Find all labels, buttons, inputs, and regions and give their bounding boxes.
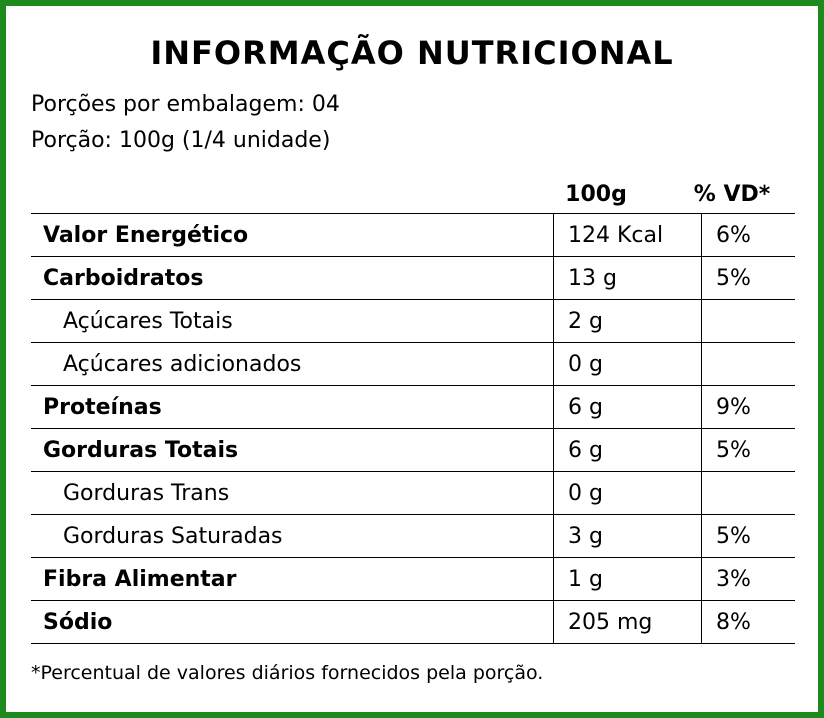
serving-size: Porção: 100g (1/4 unidade) bbox=[31, 128, 330, 153]
table-row: Açúcares adicionados 0 g bbox=[31, 343, 795, 386]
nutrient-amount: 124 Kcal bbox=[554, 214, 702, 257]
nutrient-amount: 1 g bbox=[554, 558, 702, 601]
nutrient-vd bbox=[702, 472, 796, 515]
nutrient-name: Fibra Alimentar bbox=[31, 558, 554, 601]
table-row: Fibra Alimentar 1 g 3% bbox=[31, 558, 795, 601]
table-row: Gorduras Totais 6 g 5% bbox=[31, 429, 795, 472]
column-header-vd: % VD* bbox=[670, 182, 794, 207]
nutrient-vd: 6% bbox=[702, 214, 796, 257]
table-row: Valor Energético 124 Kcal 6% bbox=[31, 214, 795, 257]
nutrient-name: Açúcares adicionados bbox=[31, 343, 554, 386]
nutrient-name: Carboidratos bbox=[31, 257, 554, 300]
nutrient-amount: 6 g bbox=[554, 386, 702, 429]
nutrient-amount: 2 g bbox=[554, 300, 702, 343]
table-row: Gorduras Trans 0 g bbox=[31, 472, 795, 515]
footnote: *Percentual de valores diários fornecido… bbox=[31, 662, 543, 684]
nutrient-name: Valor Energético bbox=[31, 214, 554, 257]
nutrient-amount: 0 g bbox=[554, 472, 702, 515]
nutrient-amount: 3 g bbox=[554, 515, 702, 558]
label-title: INFORMAÇÃO NUTRICIONAL bbox=[6, 34, 818, 72]
servings-per-package: Porções por embalagem: 04 bbox=[31, 92, 340, 117]
table-row: Proteínas 6 g 9% bbox=[31, 386, 795, 429]
table-row: Gorduras Saturadas 3 g 5% bbox=[31, 515, 795, 558]
nutrient-vd: 5% bbox=[702, 429, 796, 472]
table-row: Sódio 205 mg 8% bbox=[31, 601, 795, 644]
nutrient-vd: 9% bbox=[702, 386, 796, 429]
nutrient-amount: 6 g bbox=[554, 429, 702, 472]
table-row: Carboidratos 13 g 5% bbox=[31, 257, 795, 300]
nutrient-name: Açúcares Totais bbox=[31, 300, 554, 343]
nutrient-vd: 5% bbox=[702, 257, 796, 300]
nutrient-vd: 5% bbox=[702, 515, 796, 558]
nutrient-name: Gorduras Trans bbox=[31, 472, 554, 515]
nutrient-name: Sódio bbox=[31, 601, 554, 644]
nutrient-name: Proteínas bbox=[31, 386, 554, 429]
nutrient-vd: 8% bbox=[702, 601, 796, 644]
nutrient-name: Gorduras Saturadas bbox=[31, 515, 554, 558]
nutrient-vd bbox=[702, 343, 796, 386]
table-row: Açúcares Totais 2 g bbox=[31, 300, 795, 343]
nutrition-table: Valor Energético 124 Kcal 6% Carboidratos 13… bbox=[31, 213, 795, 644]
nutrient-vd: 3% bbox=[702, 558, 796, 601]
column-header-amount: 100g bbox=[522, 182, 670, 207]
nutrient-amount: 205 mg bbox=[554, 601, 702, 644]
nutrient-name: Gorduras Totais bbox=[31, 429, 554, 472]
nutrient-amount: 0 g bbox=[554, 343, 702, 386]
nutrient-amount: 13 g bbox=[554, 257, 702, 300]
nutrient-vd bbox=[702, 300, 796, 343]
